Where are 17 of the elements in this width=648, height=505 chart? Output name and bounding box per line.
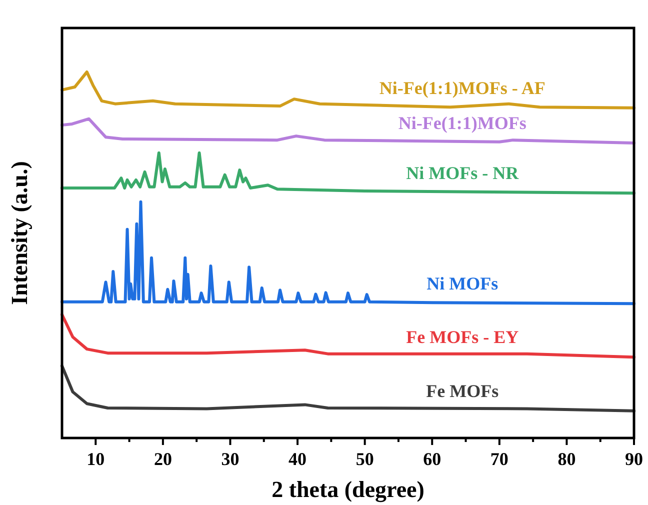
x-tick-label: 10: [86, 449, 105, 469]
series-label: Fe MOFs - EY: [406, 327, 519, 348]
x-tick-label: 30: [221, 449, 240, 469]
series-label: Ni-Fe(1:1)MOFs - AF: [379, 78, 546, 98]
x-tick-label: 50: [356, 449, 374, 469]
series-label: Fe MOFs: [426, 380, 499, 401]
series-label: Ni MOFs: [426, 274, 498, 294]
x-tick-label: 60: [423, 449, 442, 469]
x-tick-label: 70: [490, 449, 508, 469]
series-label: Ni-Fe(1:1)MOFs: [398, 113, 526, 134]
x-tick-label: 80: [558, 449, 576, 469]
x-axis-title: 2 theta (degree): [272, 477, 424, 503]
x-tick-label: 40: [288, 449, 307, 469]
x-tick-label: 90: [625, 449, 643, 469]
y-axis-title: Intensity (a.u.): [7, 161, 32, 305]
series-label: Ni MOFs - NR: [406, 163, 520, 184]
x-tick-label: 20: [154, 449, 172, 469]
